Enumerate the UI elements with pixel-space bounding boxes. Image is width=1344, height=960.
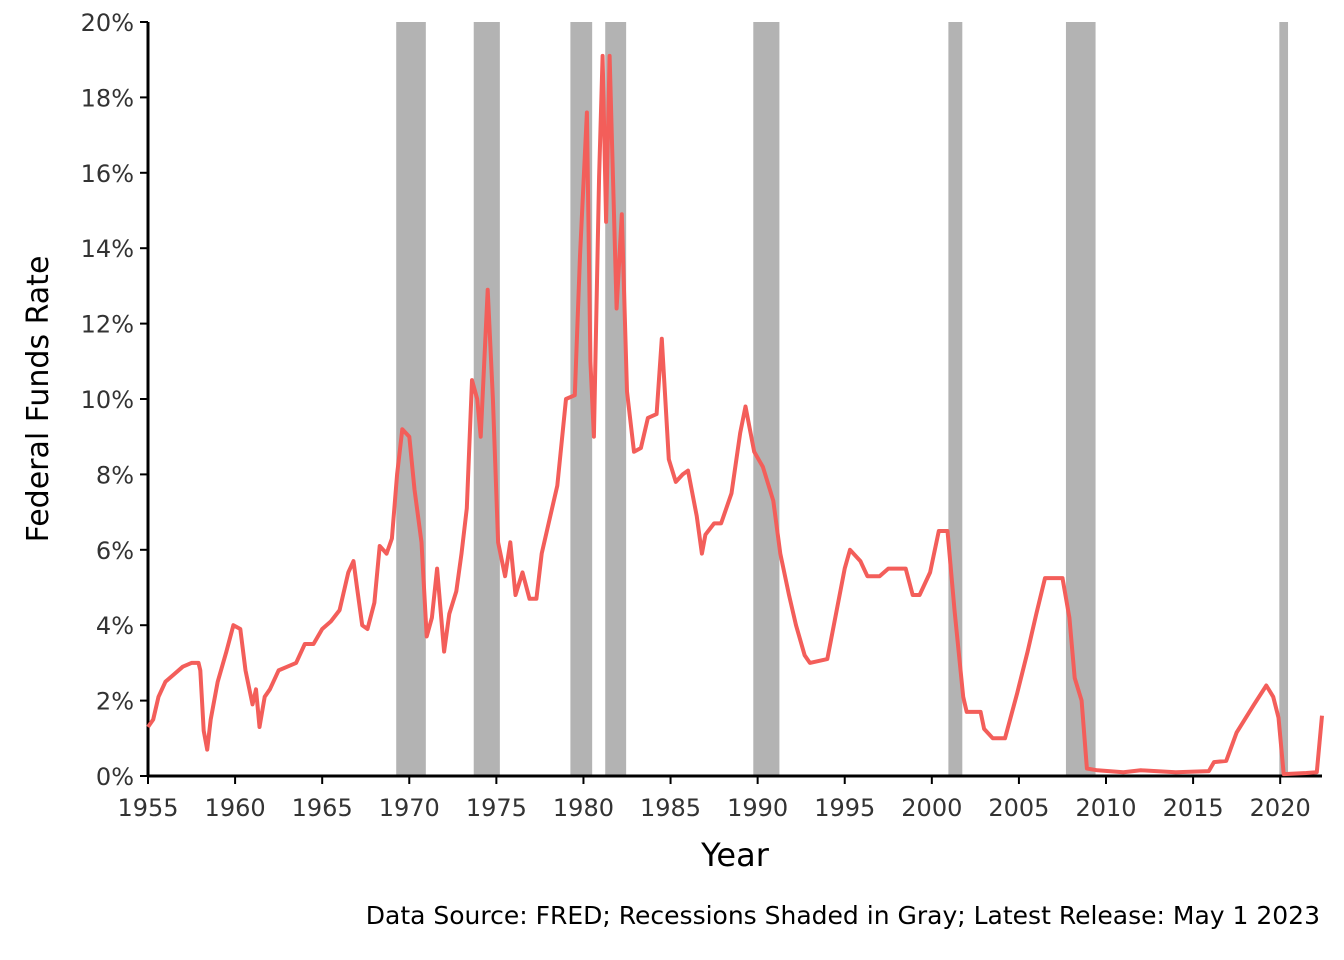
x-tick-label: 1980 [553, 794, 614, 822]
x-tick-label: 2000 [901, 794, 962, 822]
y-tick-label: 6% [96, 537, 134, 565]
x-tick-label: 1960 [205, 794, 266, 822]
y-tick-label: 4% [96, 612, 134, 640]
x-tick-label: 2005 [988, 794, 1049, 822]
y-tick-label: 16% [81, 160, 134, 188]
y-tick-label: 2% [96, 688, 134, 716]
x-tick-label: 1955 [117, 794, 178, 822]
y-axis-title: Federal Funds Rate [21, 256, 56, 543]
x-tick-label: 1970 [379, 794, 440, 822]
recession-band [396, 22, 426, 776]
recession-band [605, 22, 627, 776]
y-tick-label: 8% [96, 461, 134, 489]
caption: Data Source: FRED; Recessions Shaded in … [366, 901, 1320, 930]
x-tick-label: 2010 [1075, 794, 1136, 822]
recession-band [1065, 22, 1096, 776]
y-tick-label: 12% [81, 311, 134, 339]
recession-band [1279, 22, 1289, 776]
x-tick-label: 2015 [1163, 794, 1224, 822]
x-axis-title: Year [700, 836, 770, 874]
x-tick-label: 2020 [1250, 794, 1311, 822]
x-tick-label: 1995 [814, 794, 875, 822]
series-line [146, 53, 1324, 777]
y-tick-label: 10% [81, 386, 134, 414]
x-tick-label: 1975 [466, 794, 527, 822]
y-tick-label: 0% [96, 763, 134, 791]
recession-band [753, 22, 780, 776]
y-tick-label: 14% [81, 235, 134, 263]
y-tick-label: 20% [81, 9, 134, 37]
x-tick-label: 1990 [727, 794, 788, 822]
x-tick-label: 1985 [640, 794, 701, 822]
x-tick-label: 1965 [292, 794, 353, 822]
y-tick-label: 18% [81, 84, 134, 112]
